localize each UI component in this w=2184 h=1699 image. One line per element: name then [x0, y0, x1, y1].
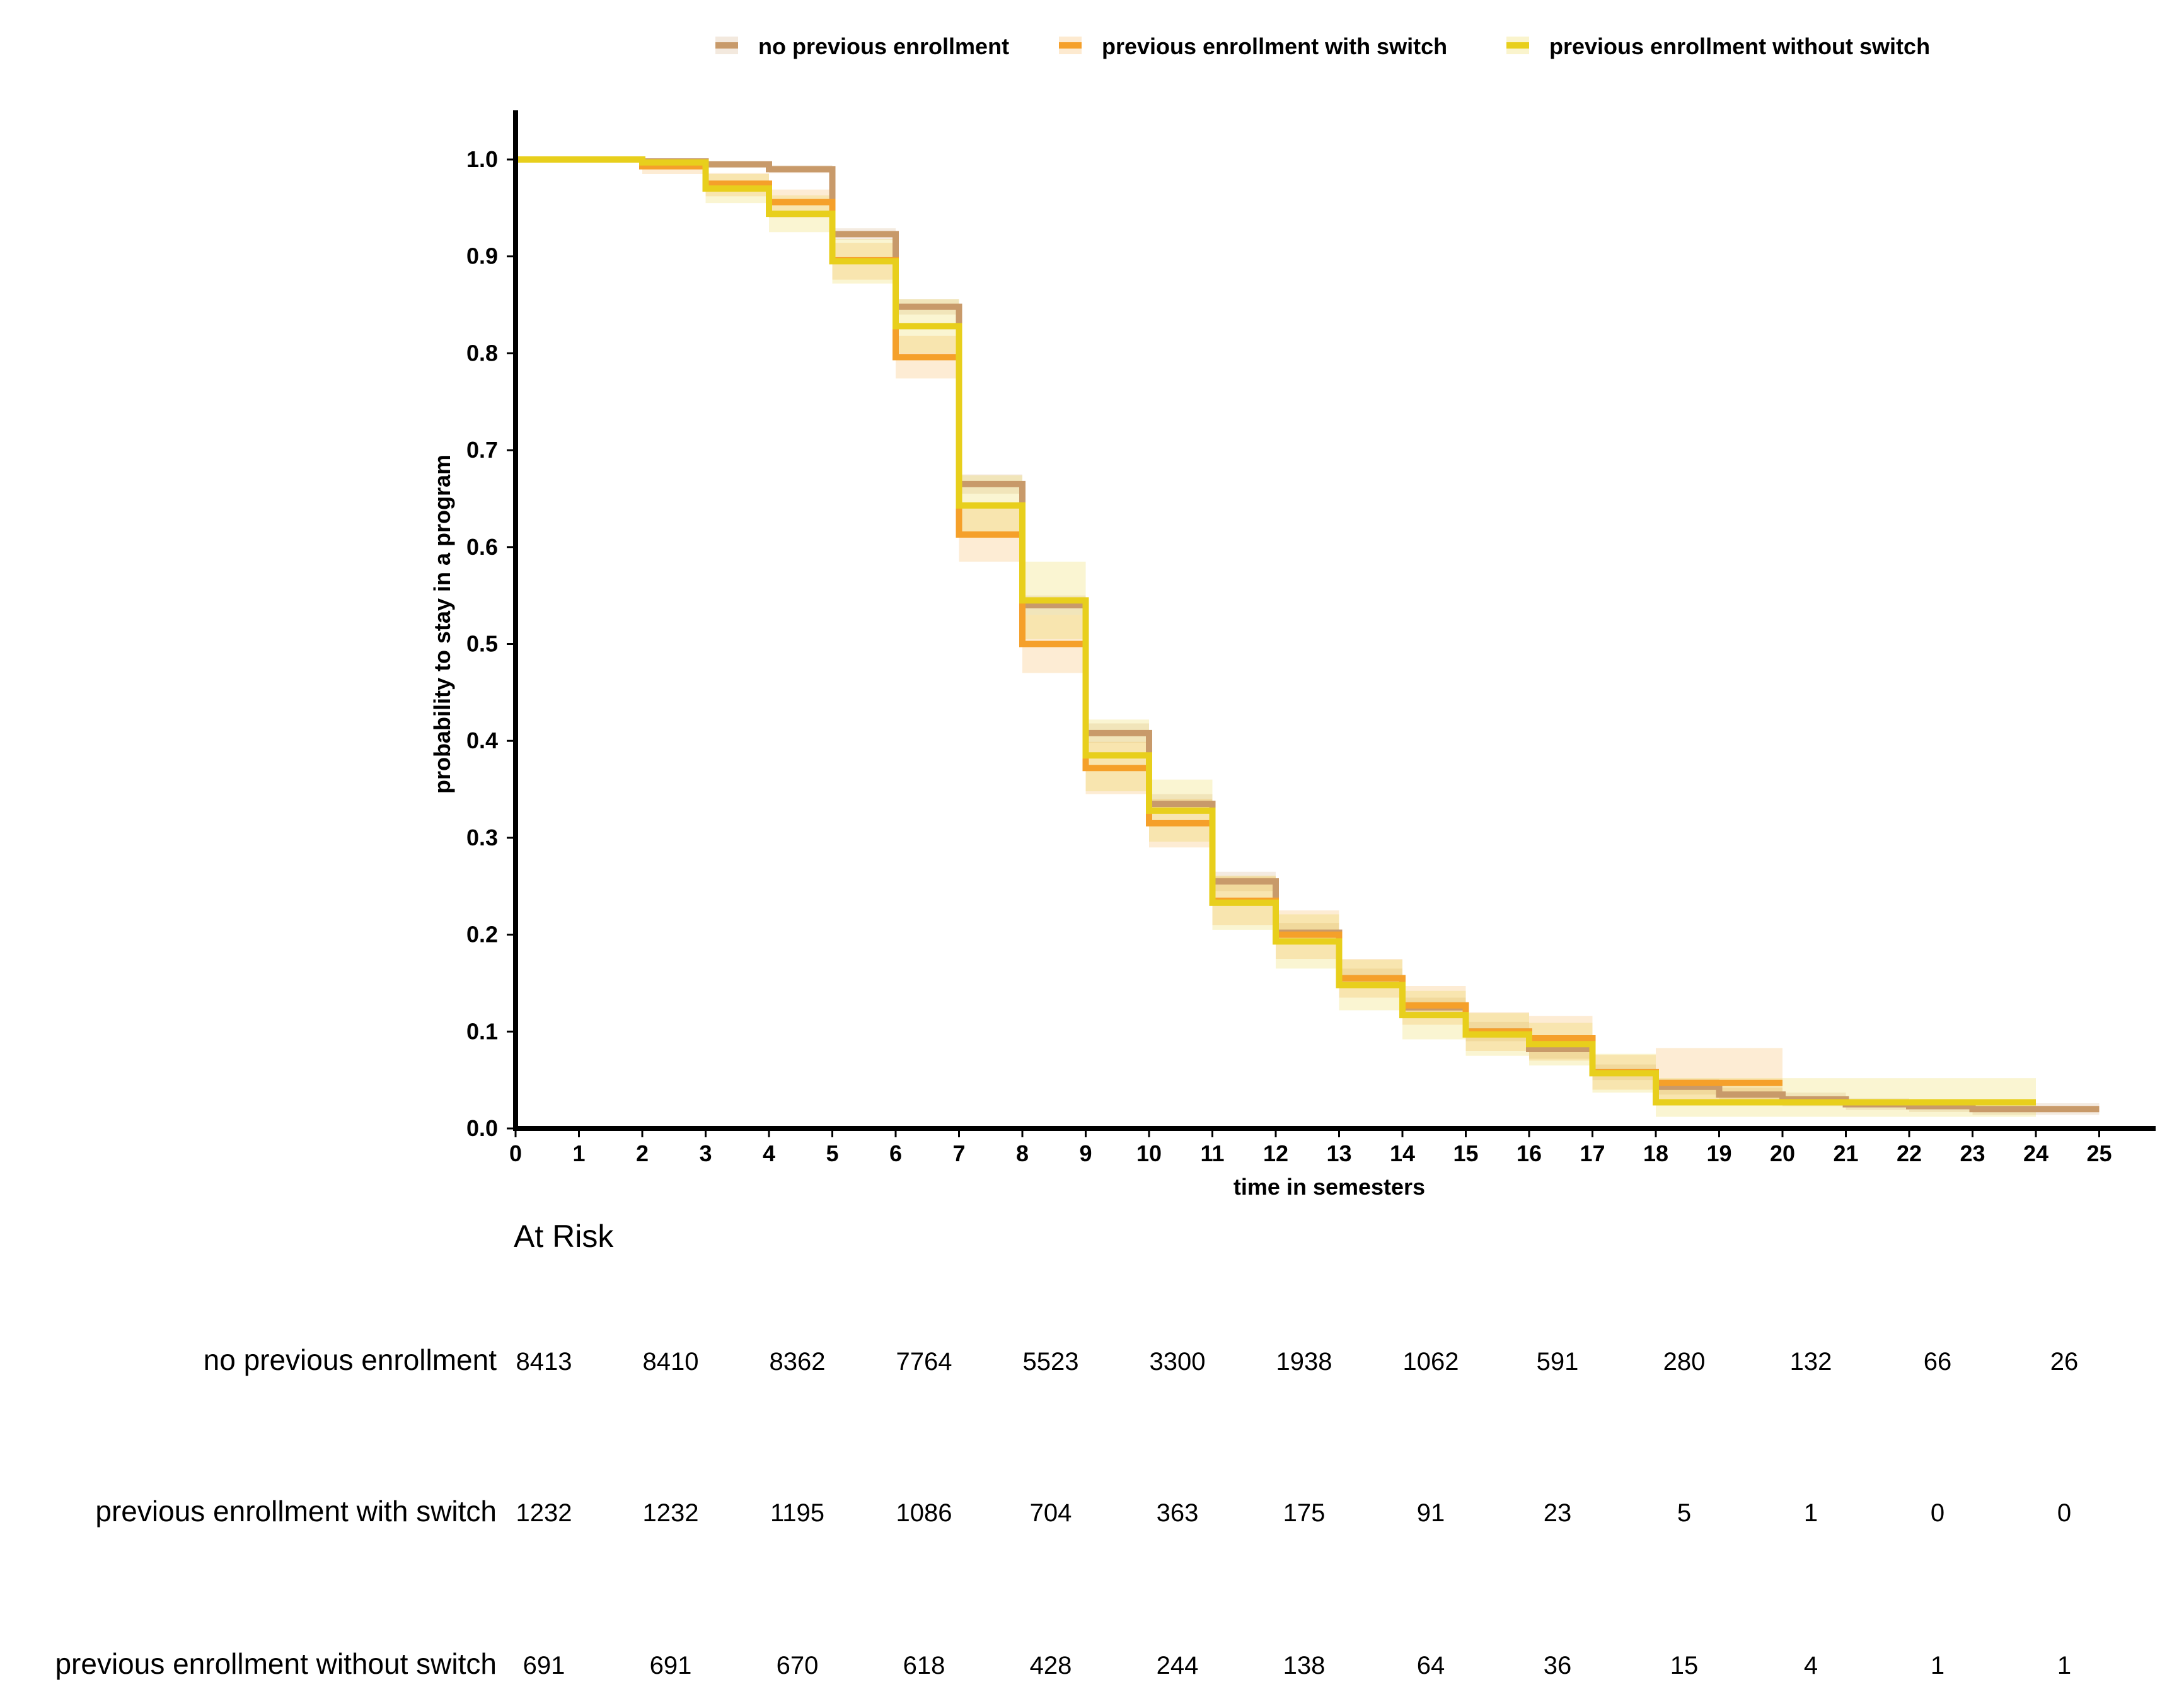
x-tick-label: 14	[1390, 1140, 1415, 1166]
y-tick-label: 0.2	[466, 922, 498, 948]
at-risk-value: 132	[1790, 1348, 1832, 1376]
y-tick-label: 0.6	[466, 534, 498, 560]
at-risk-value: 691	[523, 1652, 565, 1679]
at-risk-value: 1232	[643, 1499, 699, 1527]
at-risk-value: 23	[1544, 1499, 1572, 1527]
at-risk-value: 36	[1544, 1652, 1572, 1679]
at-risk-value: 428	[1030, 1652, 1072, 1679]
at-risk-value: 1232	[516, 1499, 572, 1527]
at-risk-value: 64	[1417, 1652, 1445, 1679]
at-risk-value: 175	[1283, 1499, 1326, 1527]
x-tick-label: 23	[1960, 1140, 1985, 1166]
y-tick-label: 0.7	[466, 437, 498, 463]
x-tick-label: 12	[1263, 1140, 1288, 1166]
at-risk-value: 138	[1283, 1652, 1326, 1679]
at-risk-value: 618	[903, 1652, 945, 1679]
legend-label: previous enrollment without switch	[1549, 33, 1930, 59]
x-tick-label: 17	[1580, 1140, 1605, 1166]
y-tick-label: 0.9	[466, 243, 498, 269]
at-risk-value: 691	[650, 1652, 692, 1679]
at-risk-value: 8410	[643, 1348, 699, 1376]
x-tick-label: 22	[1897, 1140, 1922, 1166]
ci-band-series-2	[516, 159, 2036, 1117]
x-tick-label: 9	[1079, 1140, 1092, 1166]
at-risk-row-label: no previous enrollment	[204, 1343, 497, 1376]
y-tick-label: 0.3	[466, 825, 498, 850]
at-risk-value: 66	[1924, 1348, 1952, 1376]
at-risk-value: 0	[2057, 1499, 2071, 1527]
x-tick-label: 16	[1517, 1140, 1542, 1166]
at-risk-value: 3300	[1150, 1348, 1206, 1376]
legend-label: no previous enrollment	[758, 33, 1009, 59]
at-risk-value: 4	[1804, 1652, 1818, 1679]
y-tick-label: 0.5	[466, 631, 498, 657]
x-tick-label: 1	[572, 1140, 585, 1166]
x-tick-label: 15	[1453, 1140, 1478, 1166]
at-risk-table: At Risk no previous enrollment 8413 8410 836…	[55, 1219, 2078, 1680]
at-risk-value: 5523	[1023, 1348, 1079, 1376]
x-tick-label: 3	[699, 1140, 712, 1166]
at-risk-value: 15	[1670, 1652, 1699, 1679]
confidence-bands	[516, 159, 2100, 1117]
survival-line-series-2	[516, 156, 2036, 1106]
legend-label: previous enrollment with switch	[1102, 33, 1447, 59]
x-tick-label: 7	[952, 1140, 965, 1166]
at-risk-value: 670	[777, 1652, 819, 1679]
x-tick-label: 13	[1326, 1140, 1351, 1166]
x-tick-label: 18	[1643, 1140, 1668, 1166]
at-risk-value: 1	[1931, 1652, 1944, 1679]
y-axis-title: probability to stay in a program	[429, 455, 455, 794]
x-tick-label: 19	[1706, 1140, 1731, 1166]
at-risk-value: 8362	[770, 1348, 826, 1376]
at-risk-value: 8413	[516, 1348, 572, 1376]
at-risk-value: 1086	[896, 1499, 952, 1527]
at-risk-value: 591	[1537, 1348, 1579, 1376]
x-tick-label: 21	[1833, 1140, 1858, 1166]
y-tick-label: 0.1	[466, 1018, 498, 1044]
x-tick-label: 6	[889, 1140, 902, 1166]
x-tick-label: 2	[636, 1140, 649, 1166]
at-risk-value: 363	[1157, 1499, 1199, 1527]
ci-band-series-0	[516, 159, 2100, 1115]
axes: 0 1 2 3 4 5 6 7 8 9 10 11 12 13 14 15 16 17 18 19 20 21 22 23 24…	[429, 110, 2156, 1200]
at-risk-value: 1062	[1403, 1348, 1459, 1376]
at-risk-row-label: previous enrollment without switch	[55, 1647, 497, 1680]
at-risk-row-label: previous enrollment with switch	[95, 1495, 497, 1528]
at-risk-value: 7764	[896, 1348, 952, 1376]
x-tick-label: 10	[1136, 1140, 1162, 1166]
survival-line-series-1	[516, 156, 1782, 1086]
y-tick-label: 0.4	[466, 728, 498, 753]
y-tick-label: 0.8	[466, 340, 498, 366]
legend: no previous enrollment previous enrollmen…	[715, 33, 1930, 59]
x-tick-label: 0	[509, 1140, 522, 1166]
x-tick-label: 11	[1200, 1140, 1224, 1166]
y-tick-label: 0.0	[466, 1115, 498, 1141]
at-risk-value: 0	[1931, 1499, 1944, 1527]
at-risk-value: 1	[1804, 1499, 1818, 1527]
at-risk-value: 26	[2050, 1348, 2079, 1376]
x-tick-label: 5	[826, 1140, 838, 1166]
at-risk-value: 1938	[1276, 1348, 1332, 1376]
at-risk-value: 704	[1030, 1499, 1072, 1527]
survival-lines	[516, 156, 2100, 1113]
x-axis-title: time in semesters	[1234, 1174, 1425, 1200]
x-tick-label: 4	[763, 1140, 775, 1166]
at-risk-value: 1	[2057, 1652, 2071, 1679]
at-risk-title: At Risk	[514, 1219, 614, 1254]
x-tick-label: 20	[1770, 1140, 1795, 1166]
at-risk-value: 91	[1417, 1499, 1445, 1527]
at-risk-value: 280	[1663, 1348, 1706, 1376]
x-tick-label: 8	[1016, 1140, 1029, 1166]
at-risk-value: 5	[1677, 1499, 1691, 1527]
at-risk-value: 1195	[770, 1499, 824, 1527]
y-tick-label: 1.0	[466, 146, 498, 172]
at-risk-value: 244	[1157, 1652, 1199, 1679]
x-tick-label: 25	[2086, 1140, 2112, 1166]
ci-band-series-1	[516, 159, 1782, 1105]
x-tick-label: 24	[2023, 1140, 2048, 1166]
